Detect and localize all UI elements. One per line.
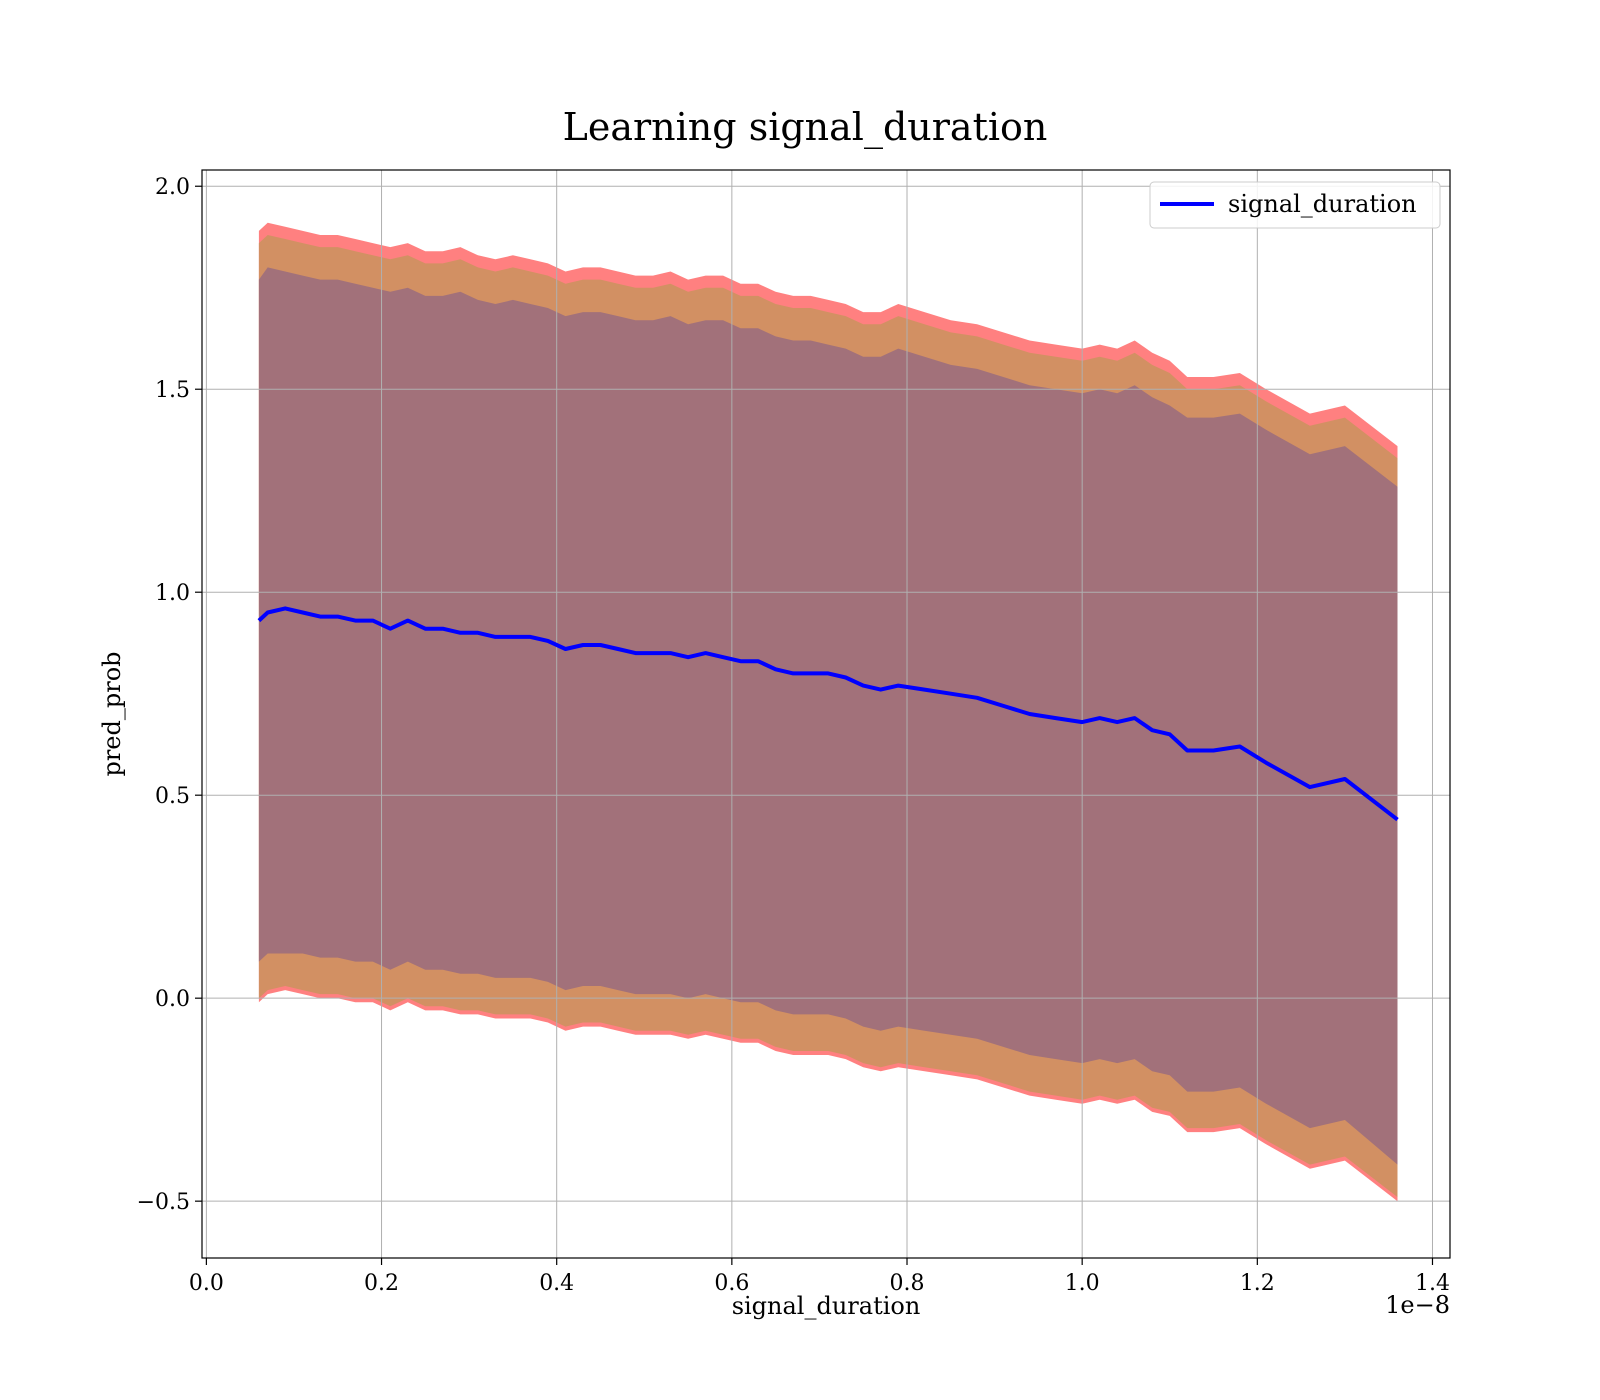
confidence-band-3 bbox=[258, 267, 1398, 1165]
x-tick-label-0: 0.0 bbox=[189, 1271, 224, 1296]
series-lines bbox=[257, 606, 1399, 822]
x-axis-offset-label: 1e−8 bbox=[1385, 1291, 1450, 1319]
x-tick-label-2: 0.4 bbox=[539, 1271, 574, 1296]
x-tick-label-3: 0.6 bbox=[714, 1271, 749, 1296]
x-axis-label: signal_duration bbox=[732, 1292, 921, 1320]
x-axis-ticks: 0.0 0.2 0.4 0.6 0.8 1.0 1.2 1.4 bbox=[189, 1258, 1450, 1296]
y-tick-label-5: 2.0 bbox=[155, 175, 190, 200]
chart-title: Learning signal_duration bbox=[563, 105, 1048, 150]
y-tick-label-1: 0.0 bbox=[155, 987, 190, 1012]
series-line-1 bbox=[257, 606, 1399, 822]
x-tick-label-7: 1.4 bbox=[1415, 1271, 1450, 1296]
legend-box bbox=[1149, 181, 1441, 229]
x-tick-label-6: 1.2 bbox=[1240, 1271, 1275, 1296]
legend-label-signal-duration: signal_duration bbox=[1228, 190, 1417, 218]
y-tick-label-3: 1.0 bbox=[155, 581, 190, 606]
x-tick-label-5: 1.0 bbox=[1065, 1271, 1100, 1296]
y-tick-label-0: −0.5 bbox=[137, 1190, 190, 1215]
confidence-bands bbox=[258, 222, 1398, 1202]
y-tick-label-2: 0.5 bbox=[155, 784, 190, 809]
y-tick-label-4: 1.5 bbox=[155, 378, 190, 403]
legend: signal_duration bbox=[1149, 181, 1441, 229]
y-axis-ticks: −0.5 0.0 0.5 1.0 1.5 2.0 bbox=[137, 175, 202, 1215]
plot-frame bbox=[201, 169, 1451, 1259]
y-axis-label: pred_prob bbox=[98, 651, 126, 776]
x-tick-label-1: 0.2 bbox=[364, 1271, 399, 1296]
x-tick-label-4: 0.8 bbox=[890, 1271, 925, 1296]
